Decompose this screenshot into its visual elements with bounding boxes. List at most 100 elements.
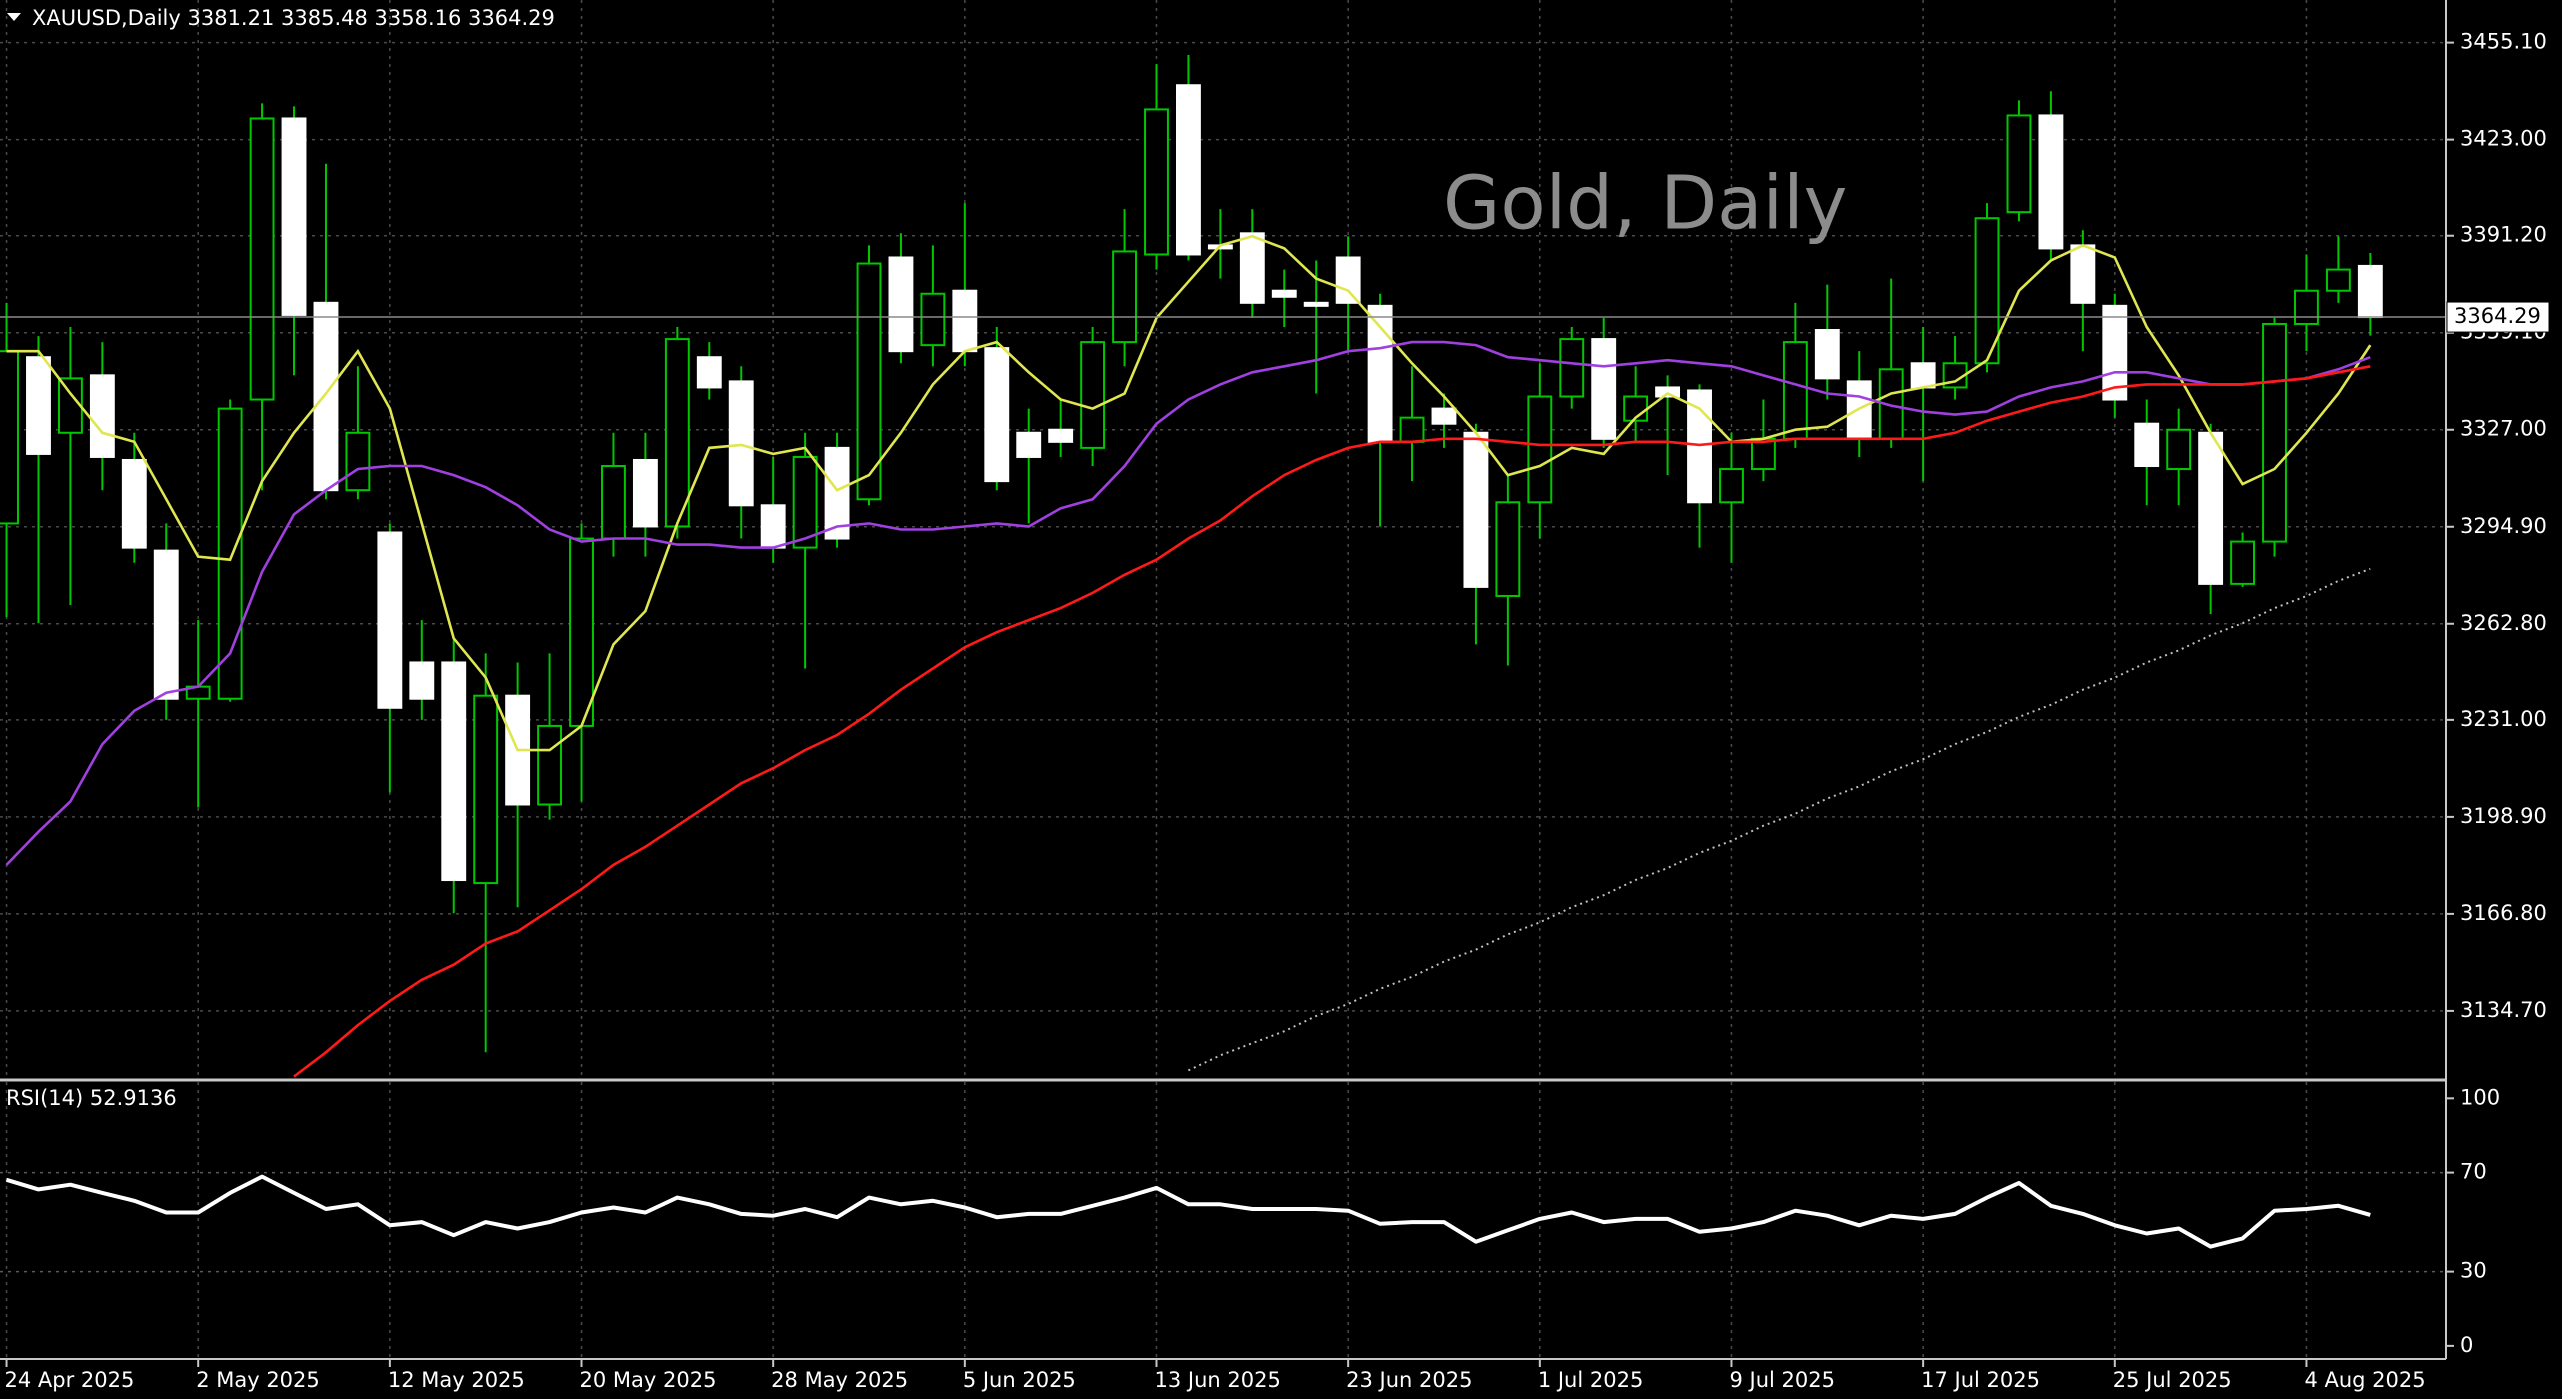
candle-body bbox=[1687, 389, 1712, 504]
y-tick-label: 70 bbox=[2460, 1160, 2487, 1184]
candle-body bbox=[632, 458, 658, 528]
x-tick-label: 4 Aug 2025 bbox=[2304, 1368, 2425, 1392]
rsi-title: RSI(14) 52.9136 bbox=[6, 1086, 177, 1110]
candle-body bbox=[2294, 289, 2319, 325]
candle-body bbox=[1399, 416, 1425, 443]
candle-body bbox=[89, 374, 115, 458]
rsi-panel bbox=[5, 1174, 2371, 1249]
candle-body bbox=[1527, 395, 1553, 504]
candle-body bbox=[313, 301, 339, 492]
candle-body bbox=[792, 455, 818, 549]
y-tick-label: 0 bbox=[2460, 1333, 2473, 1357]
candle-body bbox=[1750, 437, 1776, 471]
x-tick-label: 23 Jun 2025 bbox=[1346, 1368, 1472, 1392]
y-tick-label: 3262.80 bbox=[2460, 611, 2547, 635]
candle-body bbox=[1463, 431, 1489, 588]
candle-body bbox=[121, 458, 147, 549]
x-tick-label: 1 Jul 2025 bbox=[1538, 1368, 1644, 1392]
candle-body bbox=[601, 465, 626, 540]
candle-body bbox=[153, 549, 179, 700]
candle-body bbox=[473, 694, 499, 885]
x-tick-label: 28 May 2025 bbox=[771, 1368, 908, 1392]
x-tick-label: 13 Jun 2025 bbox=[1154, 1368, 1280, 1392]
candle-body bbox=[57, 377, 83, 434]
main-panel bbox=[0, 55, 2446, 1078]
x-tick-label: 9 Jul 2025 bbox=[1729, 1368, 1835, 1392]
y-tick-label: 3166.80 bbox=[2460, 901, 2547, 925]
candle-body bbox=[409, 661, 435, 700]
x-tick-label: 24 Apr 2025 bbox=[5, 1368, 135, 1392]
chart-title: XAUUSD,Daily 3381.21 3385.48 3358.16 336… bbox=[32, 6, 555, 30]
y-tick-label: 3294.90 bbox=[2460, 514, 2547, 538]
candle-body bbox=[1080, 341, 1106, 449]
candle-body bbox=[1782, 341, 1808, 440]
y-tick-label: 3423.00 bbox=[2460, 127, 2547, 151]
x-tick-label: 25 Jul 2025 bbox=[2113, 1368, 2232, 1392]
candle-body bbox=[217, 407, 243, 700]
candle-body bbox=[281, 117, 307, 316]
candle-body bbox=[1495, 501, 1521, 597]
y-tick-label: 3455.10 bbox=[2460, 30, 2547, 54]
candle-body bbox=[2102, 304, 2128, 401]
candle-body bbox=[1559, 338, 1585, 398]
candle-body bbox=[1719, 468, 1744, 504]
candle-body bbox=[824, 446, 850, 540]
candle-body bbox=[0, 350, 19, 525]
candle-body bbox=[2006, 114, 2032, 214]
candle-body bbox=[249, 117, 275, 401]
candle-body bbox=[345, 431, 371, 492]
price-label-box bbox=[2446, 301, 2550, 333]
candle-body bbox=[1655, 386, 1681, 398]
candle-body bbox=[2134, 422, 2160, 468]
candle-body bbox=[1271, 289, 1297, 298]
candle-body bbox=[760, 504, 786, 549]
candle-body bbox=[952, 289, 978, 353]
candle-body bbox=[1048, 428, 1074, 443]
moving-average-line bbox=[6, 234, 2372, 752]
candle-body bbox=[856, 262, 882, 501]
y-tick-label: 3327.00 bbox=[2460, 417, 2547, 441]
candle-body bbox=[888, 256, 914, 353]
candle-body bbox=[1335, 256, 1361, 304]
candle-body bbox=[2070, 244, 2096, 304]
candle-body bbox=[1974, 217, 2000, 365]
y-tick-label: 3134.70 bbox=[2460, 998, 2547, 1022]
candle-body bbox=[377, 531, 403, 709]
y-tick-label: 30 bbox=[2460, 1259, 2487, 1283]
candle-body bbox=[1814, 329, 1840, 380]
candle-body bbox=[441, 661, 467, 882]
candle-body bbox=[664, 338, 690, 528]
candle-body bbox=[2325, 268, 2351, 292]
candle-body bbox=[569, 537, 594, 727]
moving-average-line bbox=[1187, 567, 2371, 1072]
candle-body bbox=[1303, 301, 1329, 307]
candle-body bbox=[2038, 114, 2064, 250]
watermark: Gold, Daily bbox=[1443, 161, 1847, 247]
candle-body bbox=[537, 724, 563, 806]
candle-body bbox=[984, 347, 1010, 483]
x-tick-label: 12 May 2025 bbox=[388, 1368, 525, 1392]
candle-body bbox=[1239, 232, 1265, 304]
candle-body bbox=[728, 380, 754, 507]
x-tick-label: 5 Jun 2025 bbox=[963, 1368, 1076, 1392]
menu-triangle bbox=[7, 13, 21, 21]
candle-body bbox=[696, 356, 722, 389]
x-tick-label: 20 May 2025 bbox=[580, 1368, 717, 1392]
candle-body bbox=[26, 356, 51, 455]
candle-body bbox=[2230, 540, 2256, 585]
y-tick-label: 100 bbox=[2460, 1085, 2500, 1109]
candle-body bbox=[1016, 431, 1042, 458]
x-tick-label: 17 Jul 2025 bbox=[1921, 1368, 2040, 1392]
candle-body bbox=[920, 292, 946, 347]
price-label: 3364.29 bbox=[2454, 304, 2541, 328]
rsi-line bbox=[5, 1174, 2371, 1249]
candle-body bbox=[2166, 428, 2192, 471]
y-tick-label: 3231.00 bbox=[2460, 707, 2547, 731]
candle-body bbox=[2198, 431, 2224, 585]
x-tick-label: 2 May 2025 bbox=[196, 1368, 320, 1392]
candle-body bbox=[1591, 338, 1617, 440]
y-tick-label: 3198.90 bbox=[2460, 804, 2547, 828]
moving-average-line bbox=[5, 340, 2371, 866]
y-tick-label: 3391.20 bbox=[2460, 223, 2547, 247]
